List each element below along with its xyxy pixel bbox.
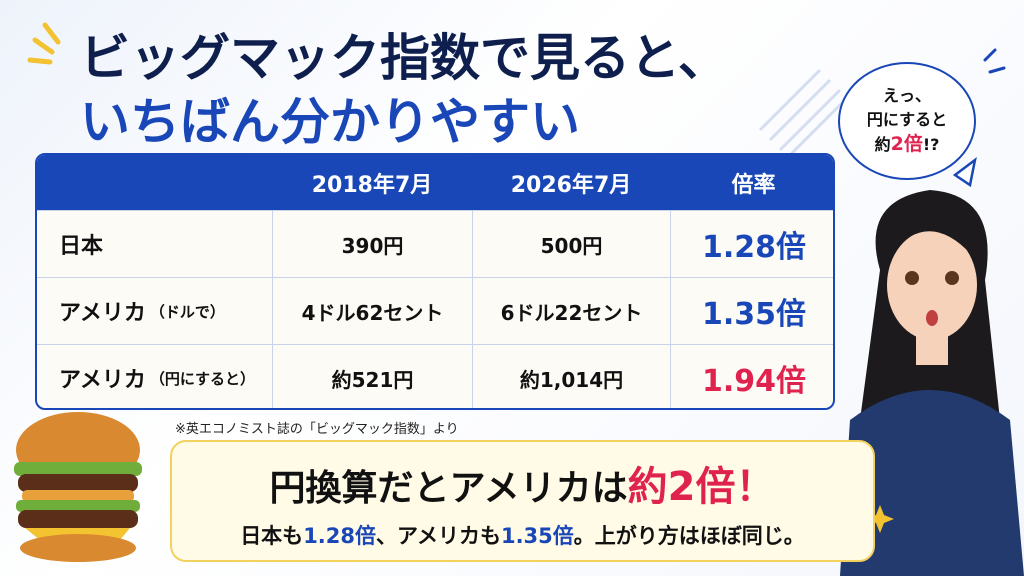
callout-text: 、アメリカも [376, 524, 501, 548]
table-cell: 500円 [472, 210, 670, 277]
header-cell: 2018年7月 [272, 155, 472, 210]
table-cell: 6ドル22セント [472, 277, 670, 344]
callout-text: 日本も [240, 524, 304, 548]
girl [840, 190, 1024, 576]
header-cell: 2026年7月 [472, 155, 670, 210]
callout: 円換算だとアメリカは約2倍！ 日本も1.28倍、アメリカも1.35倍。上がり方は… [170, 440, 875, 562]
table-cell: 390円 [272, 210, 472, 277]
ratio-cell: 1.35倍 [670, 277, 833, 344]
bubble-text: !? [922, 135, 940, 154]
burger [14, 412, 142, 562]
speech-bubble: えっ、 円にすると 約2倍!? [838, 62, 976, 180]
row-label-text: アメリカ [59, 301, 146, 326]
table-cell: 4ドル62セント [272, 277, 472, 344]
row-label: アメリカ （ドルで） [37, 277, 272, 344]
callout-number: 1.28倍 [303, 524, 377, 548]
row-label: 日本 [37, 210, 272, 277]
callout-text: 。上がり方はほぼ同じ。 [573, 524, 805, 548]
title-line: いちばん分かりやすい [80, 93, 580, 151]
source-note: ※英エコノミスト誌の「ビッグマック指数」より [175, 422, 459, 437]
bubble-text: 約 [874, 135, 891, 154]
bubble-emphasis: 2倍 [890, 133, 923, 155]
title-line: ビッグマック指数で見ると、 [80, 29, 728, 87]
row-label-note: （円にすると） [149, 369, 256, 388]
table-cell: 約521円 [272, 344, 472, 408]
callout-headline: 円換算だとアメリカは約2倍！ [172, 454, 873, 512]
header-cell [37, 155, 272, 210]
row-label: アメリカ （円にすると） [37, 344, 272, 408]
row-label-text: 日本 [59, 234, 104, 259]
callout-sub: 日本も1.28倍、アメリカも1.35倍。上がり方はほぼ同じ。 [172, 520, 873, 550]
callout-text: 円換算だとアメリカは [269, 468, 628, 509]
row-label-note: （ドルで） [149, 302, 225, 321]
ratio-cell: 1.28倍 [670, 210, 833, 277]
callout-number: 1.35倍 [500, 524, 574, 548]
row-label-text: アメリカ [59, 368, 146, 393]
ratio-cell: 1.94倍 [670, 344, 833, 408]
bubble-text: 約2倍!? [840, 132, 974, 157]
bubble-text: えっ、 [882, 86, 931, 105]
bubble-text: 円にすると [866, 110, 948, 129]
table-cell: 約1,014円 [472, 344, 670, 408]
header-cell: 倍率 [670, 155, 833, 210]
table: 2018年7月 2026年7月 倍率 日本 390円 500円 1.28倍 アメリカ （ドルで）… [35, 153, 835, 410]
callout-emphasis: 約2倍！ [627, 464, 776, 510]
